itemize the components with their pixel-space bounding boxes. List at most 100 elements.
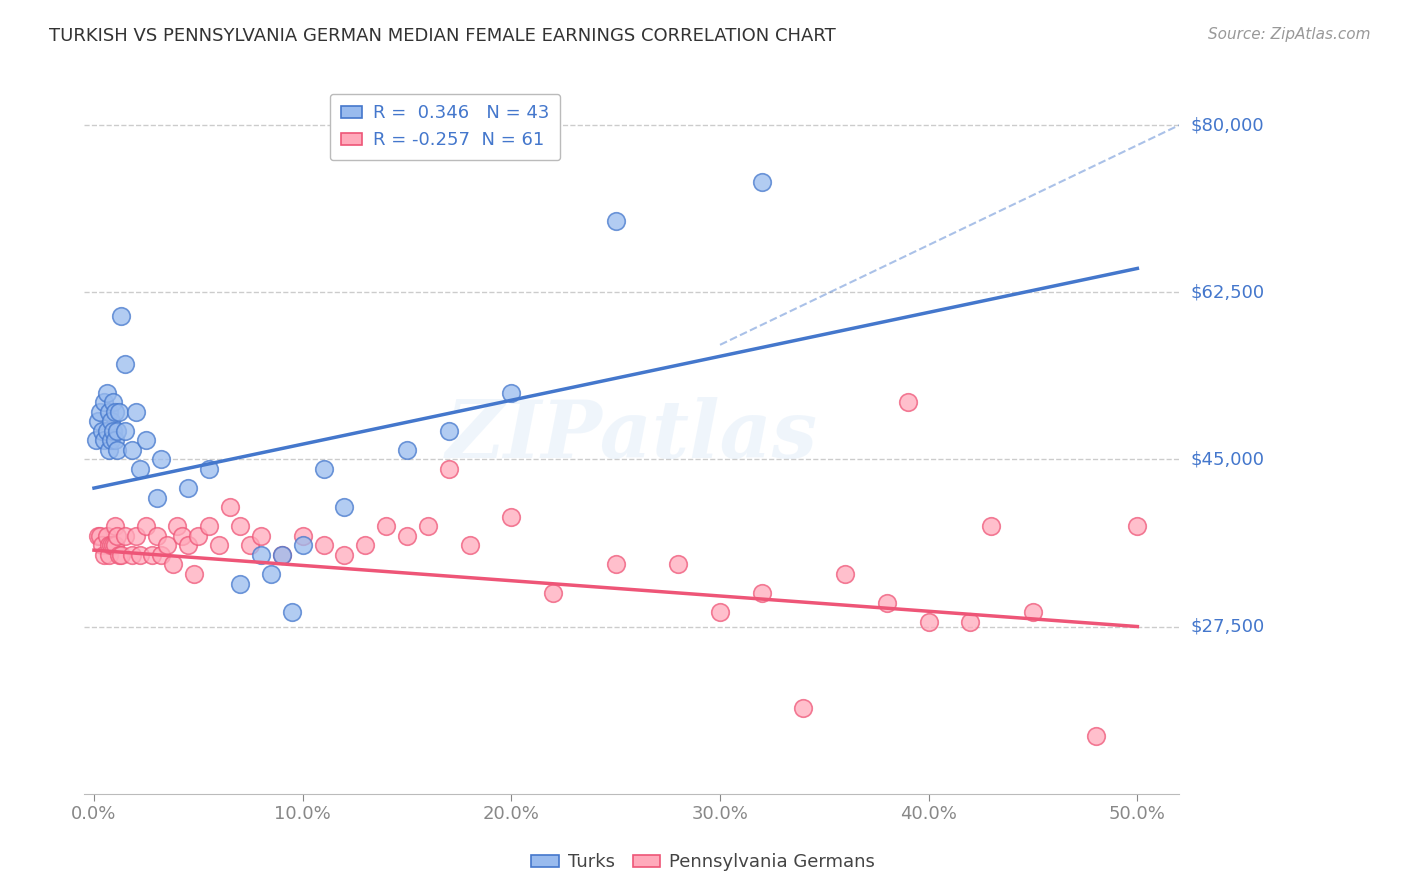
- Point: [395, 442, 418, 457]
- Point: [104, 405, 127, 419]
- Point: [100, 434, 122, 448]
- Point: [834, 567, 856, 582]
- Point: [792, 700, 814, 714]
- Point: [91, 424, 114, 438]
- Point: [162, 558, 184, 572]
- Point: [1084, 730, 1107, 744]
- Point: [114, 424, 136, 438]
- Point: [239, 538, 262, 552]
- Point: [709, 605, 731, 619]
- Point: [605, 213, 627, 227]
- Point: [100, 414, 122, 428]
- Point: [1022, 605, 1045, 619]
- Point: [751, 586, 773, 600]
- Point: [229, 519, 252, 533]
- Text: $80,000: $80,000: [1191, 116, 1264, 134]
- Point: [501, 509, 523, 524]
- Point: [605, 558, 627, 572]
- Point: [218, 500, 240, 515]
- Point: [250, 529, 273, 543]
- Point: [110, 309, 132, 323]
- Point: [108, 548, 131, 562]
- Point: [135, 519, 157, 533]
- Point: [105, 424, 128, 438]
- Point: [97, 405, 120, 419]
- Point: [91, 538, 114, 552]
- Point: [281, 605, 304, 619]
- Point: [145, 491, 167, 505]
- Point: [114, 529, 136, 543]
- Text: Source: ZipAtlas.com: Source: ZipAtlas.com: [1208, 27, 1371, 42]
- Point: [149, 548, 172, 562]
- Point: [93, 395, 115, 409]
- Point: [156, 538, 179, 552]
- Point: [141, 548, 163, 562]
- Point: [170, 529, 193, 543]
- Point: [125, 529, 148, 543]
- Point: [149, 452, 172, 467]
- Point: [897, 395, 920, 409]
- Point: [751, 176, 773, 190]
- Point: [101, 424, 124, 438]
- Point: [121, 442, 143, 457]
- Point: [229, 576, 252, 591]
- Point: [105, 442, 128, 457]
- Point: [104, 434, 127, 448]
- Point: [666, 558, 689, 572]
- Point: [145, 529, 167, 543]
- Point: [333, 500, 356, 515]
- Point: [416, 519, 439, 533]
- Point: [121, 548, 143, 562]
- Point: [128, 548, 150, 562]
- Point: [101, 538, 124, 552]
- Point: [312, 538, 335, 552]
- Point: [135, 434, 157, 448]
- Text: $45,000: $45,000: [1191, 450, 1264, 468]
- Point: [93, 434, 115, 448]
- Point: [208, 538, 231, 552]
- Point: [177, 538, 200, 552]
- Point: [395, 529, 418, 543]
- Point: [1126, 519, 1149, 533]
- Point: [918, 615, 941, 629]
- Point: [84, 434, 107, 448]
- Point: [96, 424, 118, 438]
- Point: [291, 529, 314, 543]
- Point: [980, 519, 1002, 533]
- Point: [104, 519, 127, 533]
- Point: [93, 548, 115, 562]
- Point: [501, 385, 523, 400]
- Point: [183, 567, 205, 582]
- Point: [96, 385, 118, 400]
- Point: [100, 538, 122, 552]
- Point: [250, 548, 273, 562]
- Point: [89, 529, 111, 543]
- Point: [101, 395, 124, 409]
- Point: [354, 538, 377, 552]
- Point: [89, 405, 111, 419]
- Text: ZIPatlas: ZIPatlas: [446, 397, 817, 475]
- Point: [541, 586, 564, 600]
- Point: [270, 548, 292, 562]
- Point: [197, 462, 219, 476]
- Point: [458, 538, 481, 552]
- Point: [96, 529, 118, 543]
- Legend: R =  0.346   N = 43, R = -0.257  N = 61: R = 0.346 N = 43, R = -0.257 N = 61: [330, 94, 561, 161]
- Point: [375, 519, 398, 533]
- Point: [177, 481, 200, 495]
- Point: [260, 567, 283, 582]
- Point: [312, 462, 335, 476]
- Legend: Turks, Pennsylvania Germans: Turks, Pennsylvania Germans: [524, 847, 882, 879]
- Point: [128, 462, 150, 476]
- Point: [270, 548, 292, 562]
- Point: [108, 405, 131, 419]
- Point: [97, 442, 120, 457]
- Text: $62,500: $62,500: [1191, 284, 1264, 301]
- Point: [959, 615, 981, 629]
- Point: [97, 538, 120, 552]
- Point: [187, 529, 209, 543]
- Point: [125, 405, 148, 419]
- Point: [97, 548, 120, 562]
- Point: [87, 414, 110, 428]
- Point: [110, 548, 132, 562]
